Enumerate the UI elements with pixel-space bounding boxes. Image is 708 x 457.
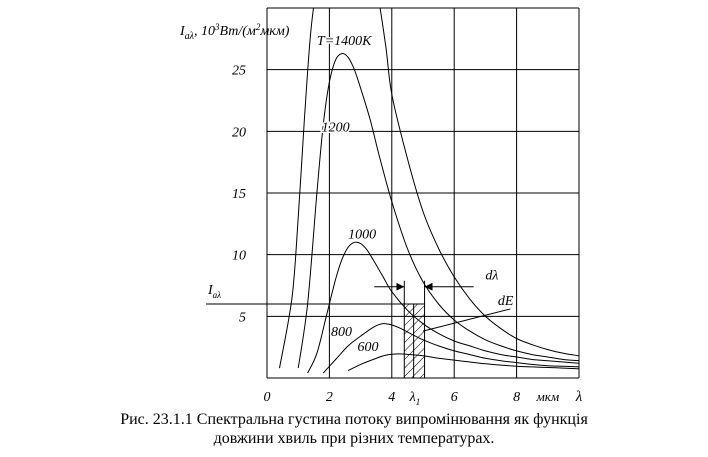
annotation-marks [206, 280, 511, 379]
intensity-level-label: Iаλ [207, 283, 221, 300]
curve-2 [307, 241, 579, 374]
dE-label: dE [498, 294, 514, 309]
dlambda-label: dλ [485, 268, 498, 283]
hatched-band [403, 303, 426, 379]
chart-labels: T=1400K 1200 1000 800 600 0 2 4 6 8 мкм λ 5 10 15 20 25 I… [179, 22, 583, 405]
y-axis-label: Iаλ, 103Вт/(м2мкм) [179, 22, 290, 42]
curve-3 [322, 323, 579, 374]
y-tick-label: 15 [232, 187, 246, 202]
x-tick-label: 2 [326, 390, 333, 405]
curves [279, 8, 579, 374]
series-label-1: 1200 [322, 120, 350, 135]
lambda1-label-main: λ [409, 390, 416, 405]
curve-1 [297, 53, 579, 369]
intensity-level-label-sub: аλ [213, 290, 222, 300]
figure-caption-line-1: Рис. 23.1.1 Спектральна густина потоку в… [120, 411, 588, 428]
lambda1-label: λ1 [409, 390, 421, 405]
series-label-4: 600 [357, 340, 378, 355]
x-unit-label: мкм [535, 389, 559, 404]
x-tick-label: 8 [513, 390, 520, 405]
series-label-3: 800 [331, 325, 352, 340]
y-tick-label: 5 [239, 310, 246, 325]
spectral-density-chart: T=1400K 1200 1000 800 600 0 2 4 6 8 мкм λ 5 10 15 20 25 I… [179, 7, 583, 405]
y-axis-label-part: Вт/(м [220, 24, 256, 39]
dE-leader-line [422, 308, 511, 332]
series-label-0: T=1400K [317, 34, 372, 49]
y-tick-label: 20 [232, 125, 246, 140]
y-axis-label-part: 3 [214, 22, 220, 32]
y-tick-label: 25 [232, 64, 246, 79]
x-tick-label: 0 [264, 390, 271, 405]
x-tick-label: 4 [388, 390, 395, 405]
y-axis-label-part: мкм) [259, 24, 289, 39]
x-tick-label: 6 [451, 390, 458, 405]
y-axis-label-part: аλ [185, 31, 195, 42]
y-axis-label-part: 2 [256, 22, 261, 32]
x-axis-symbol: λ [575, 389, 583, 405]
curve-0 [279, 8, 579, 369]
y-axis-label-part: , 10 [194, 24, 215, 39]
y-tick-label: 10 [232, 249, 246, 264]
y-axis-label-part: I [179, 24, 186, 39]
curve-4 [347, 353, 579, 372]
figure-caption-line-2: довжини хвиль при різних температурах. [213, 430, 495, 447]
series-label-2: 1000 [348, 228, 376, 243]
lambda1-label-sub: 1 [416, 397, 421, 405]
intensity-level-label-main: I [207, 283, 214, 298]
